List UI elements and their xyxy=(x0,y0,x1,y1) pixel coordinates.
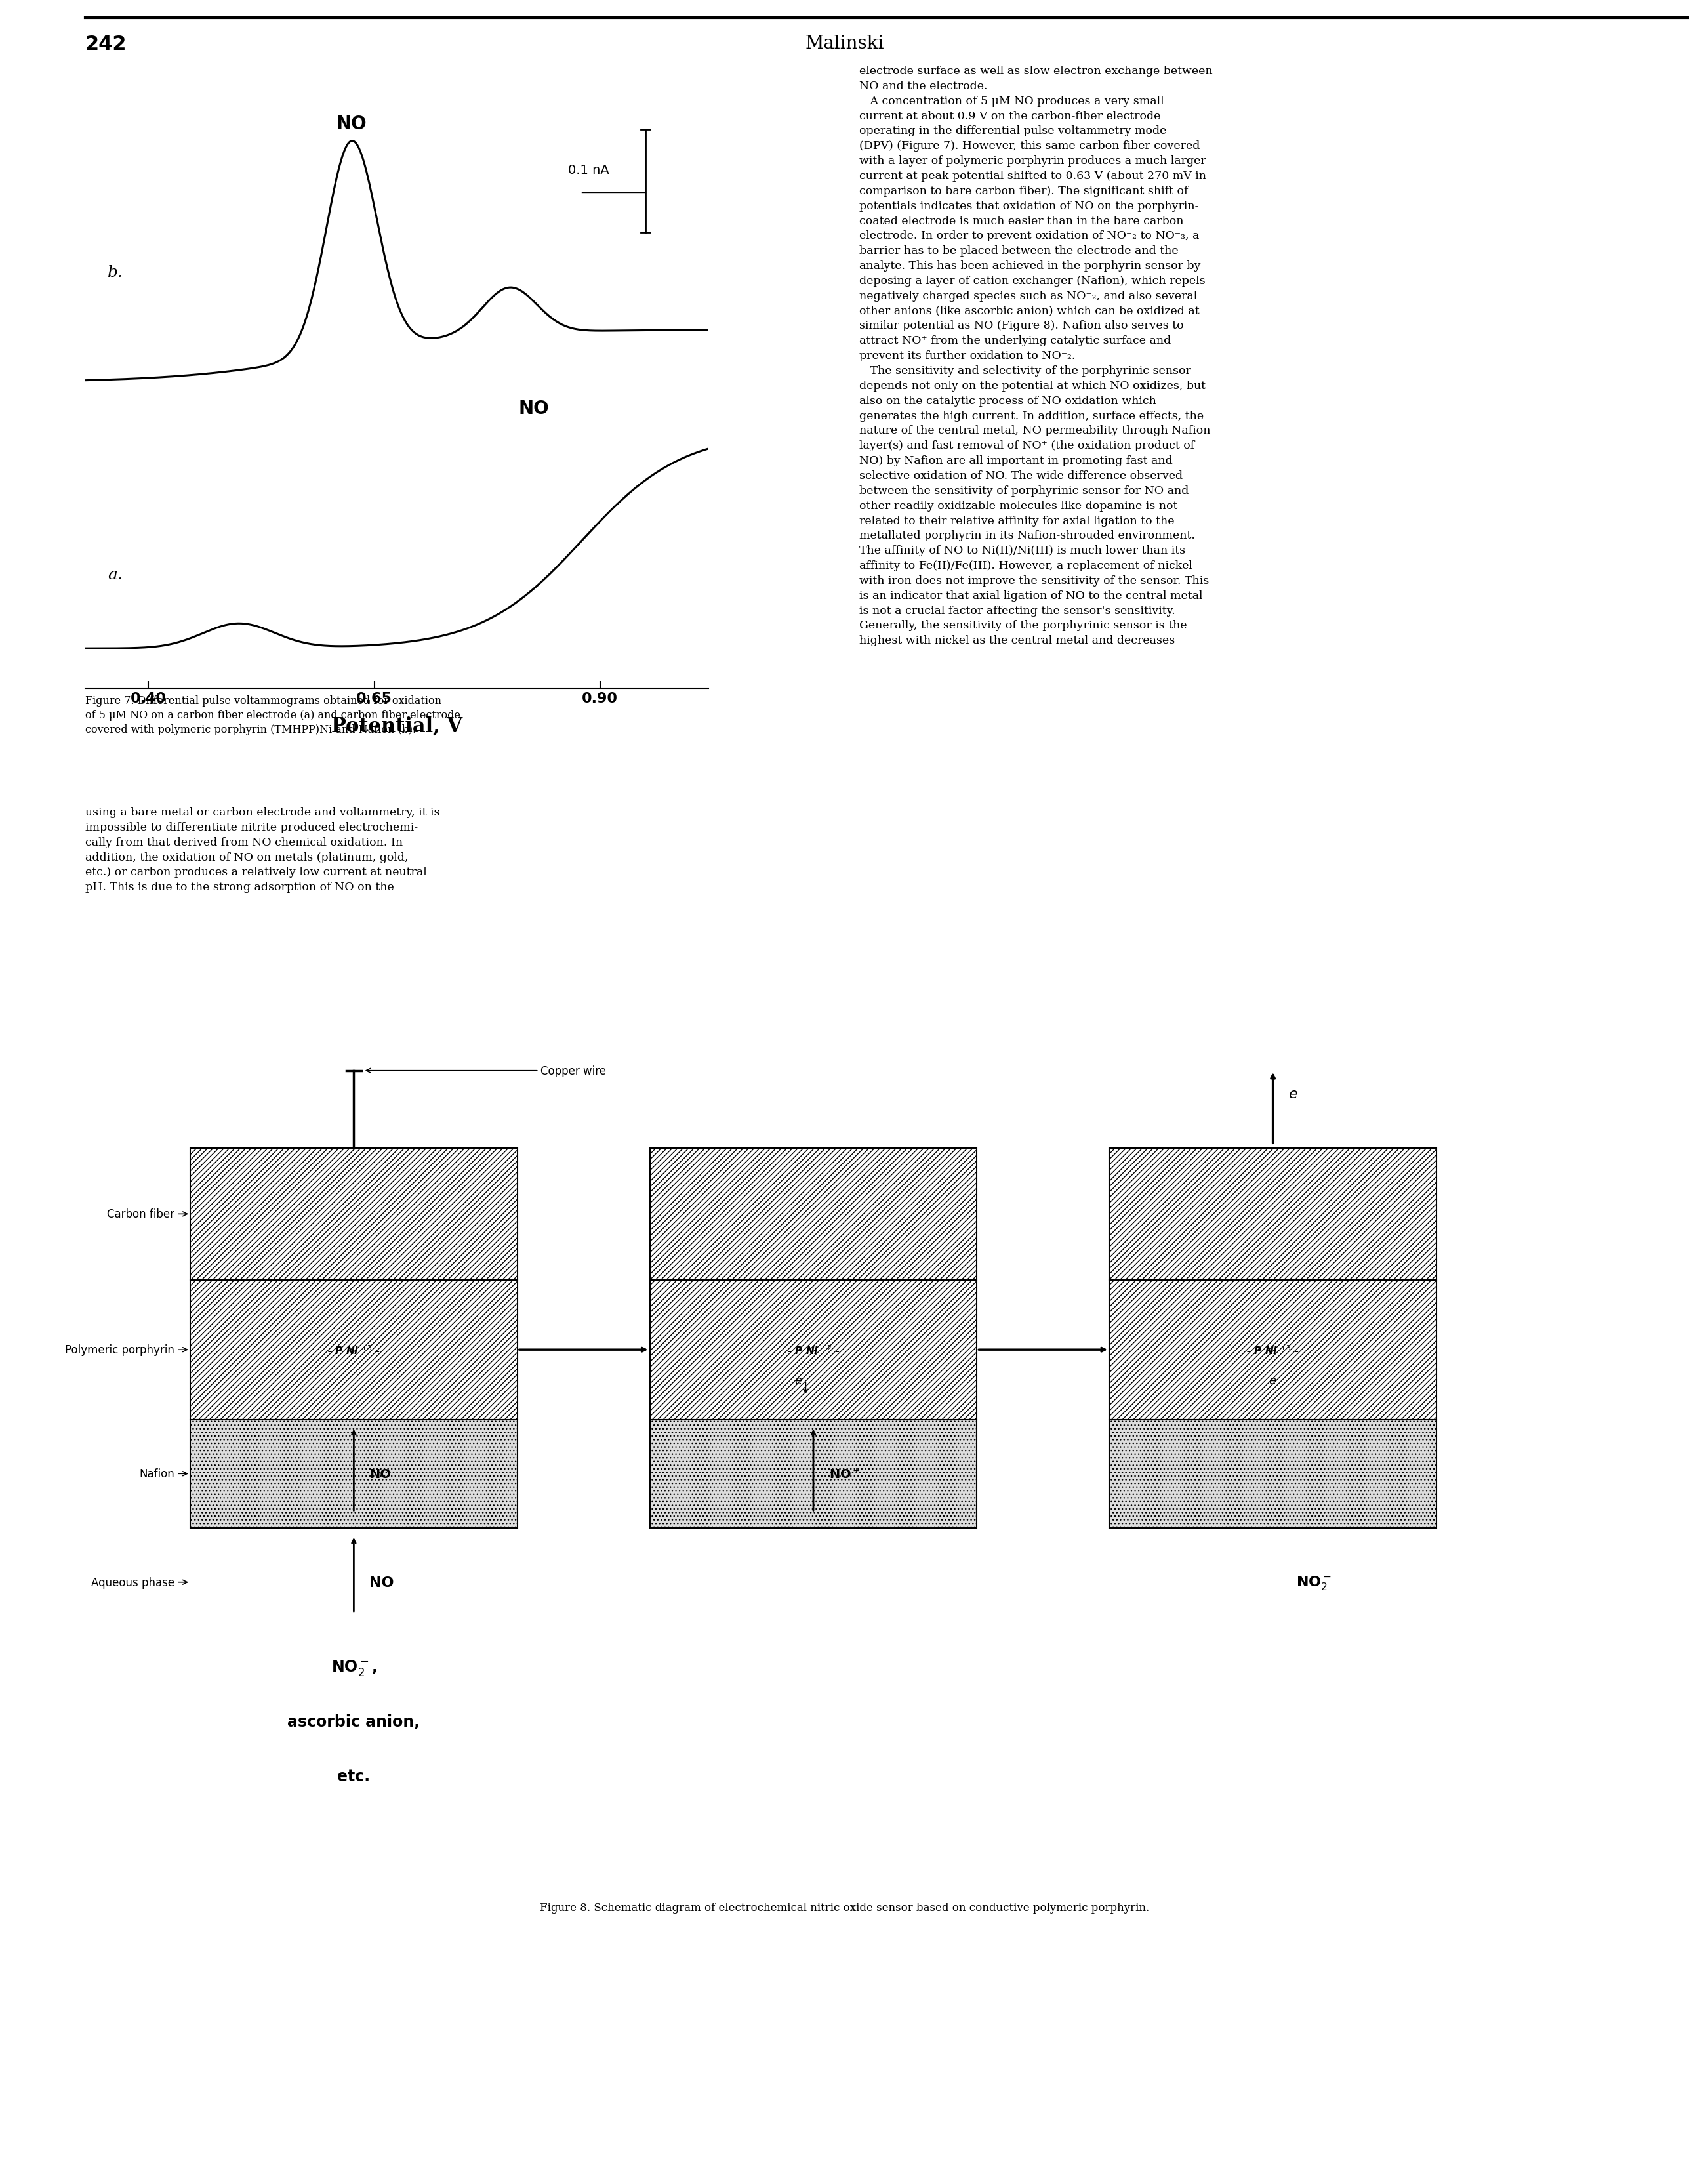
Text: electrode surface as well as slow electron exchange between
NO and the electrode: electrode surface as well as slow electr… xyxy=(860,66,1213,646)
Text: NO$_2^-$,: NO$_2^-$, xyxy=(331,1658,377,1677)
Text: NO: NO xyxy=(370,1577,394,1590)
Bar xyxy=(1110,1280,1436,1420)
Text: - P Ni $^{+3}$ -: - P Ni $^{+3}$ - xyxy=(1246,1343,1299,1356)
Text: Nafion: Nafion xyxy=(140,1468,187,1481)
Text: $e$: $e$ xyxy=(1289,1088,1299,1101)
Bar xyxy=(650,1420,976,1529)
Text: 242: 242 xyxy=(84,35,127,52)
Bar xyxy=(191,1149,517,1280)
Text: NO$_2^-$: NO$_2^-$ xyxy=(1295,1575,1331,1590)
Bar xyxy=(1110,1149,1436,1280)
Text: - P Ni $^{+3}$ -: - P Ni $^{+3}$ - xyxy=(328,1343,380,1356)
Text: e: e xyxy=(794,1376,801,1387)
Text: NO: NO xyxy=(519,400,549,417)
Text: Copper wire: Copper wire xyxy=(367,1066,606,1077)
X-axis label: Potential, V: Potential, V xyxy=(331,716,463,736)
Text: NO$^+$: NO$^+$ xyxy=(829,1468,860,1481)
Text: etc.: etc. xyxy=(338,1769,370,1784)
Text: $e$: $e$ xyxy=(1268,1376,1277,1387)
Bar xyxy=(650,1149,976,1280)
Text: Malinski: Malinski xyxy=(806,35,883,52)
Bar xyxy=(191,1420,517,1529)
Text: Carbon fiber: Carbon fiber xyxy=(106,1208,187,1221)
Text: Figure 7. Differential pulse voltammograms obtained for oxidation
of 5 μM NO on : Figure 7. Differential pulse voltammogra… xyxy=(84,695,461,736)
Text: Aqueous phase: Aqueous phase xyxy=(91,1577,187,1588)
Text: a.: a. xyxy=(108,568,123,583)
Text: ascorbic anion,: ascorbic anion, xyxy=(287,1714,421,1730)
Text: 0.1 nA: 0.1 nA xyxy=(568,164,610,177)
Bar xyxy=(650,1280,976,1420)
Text: NO: NO xyxy=(370,1468,390,1481)
Text: using a bare metal or carbon electrode and voltammetry, it is
impossible to diff: using a bare metal or carbon electrode a… xyxy=(84,806,439,893)
Bar xyxy=(1110,1420,1436,1529)
Text: b.: b. xyxy=(108,264,123,280)
Text: NO: NO xyxy=(336,114,367,133)
Bar xyxy=(191,1280,517,1420)
Text: Polymeric porphyrin: Polymeric porphyrin xyxy=(66,1343,187,1356)
Text: Figure 8. Schematic diagram of electrochemical nitric oxide sensor based on cond: Figure 8. Schematic diagram of electroch… xyxy=(540,1902,1149,1913)
Text: - P Ni $^{+2}$ -: - P Ni $^{+2}$ - xyxy=(787,1343,839,1356)
